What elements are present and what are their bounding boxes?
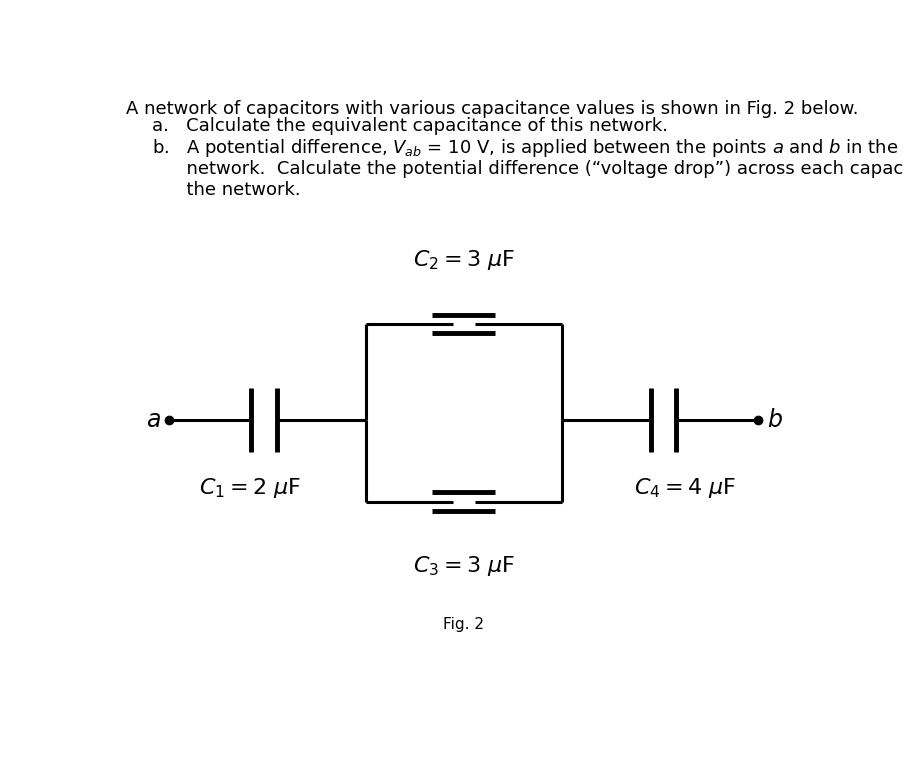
Text: b.   A potential difference, $V_{ab}$ = 10 V, is applied between the points $a$ : b. A potential difference, $V_{ab}$ = 10… <box>152 138 898 160</box>
Text: network.  Calculate the potential difference (“voltage drop”) across each capaci: network. Calculate the potential differe… <box>152 160 905 178</box>
Text: $C_2 = 3\ \mu$F: $C_2 = 3\ \mu$F <box>413 248 515 272</box>
Text: $C_1 = 2\ \mu$F: $C_1 = 2\ \mu$F <box>199 475 301 500</box>
Text: the network.: the network. <box>152 181 300 199</box>
Text: $b$: $b$ <box>767 408 783 432</box>
Text: $C_4 = 4\ \mu$F: $C_4 = 4\ \mu$F <box>634 475 736 500</box>
Text: $C_3 = 3\ \mu$F: $C_3 = 3\ \mu$F <box>413 554 515 578</box>
Text: a.   Calculate the equivalent capacitance of this network.: a. Calculate the equivalent capacitance … <box>152 117 668 135</box>
Text: A network of capacitors with various capacitance values is shown in Fig. 2 below: A network of capacitors with various cap… <box>126 100 858 117</box>
Text: Fig. 2: Fig. 2 <box>443 617 484 631</box>
Text: $a$: $a$ <box>146 408 161 432</box>
